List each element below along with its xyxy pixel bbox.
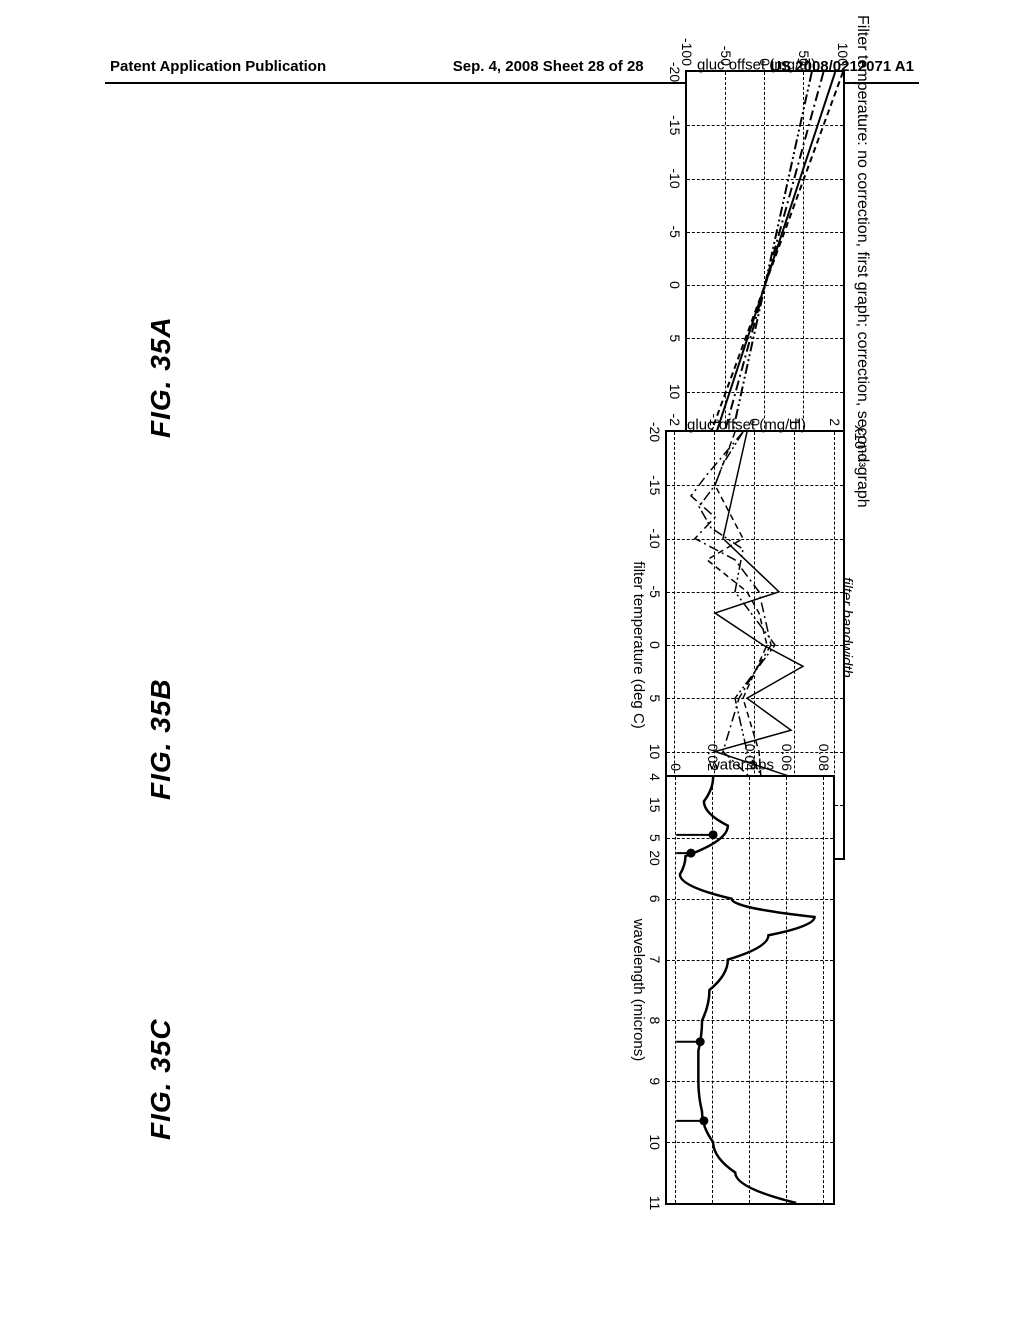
ytick: 0.08 [816, 744, 832, 771]
fig-35c-plotbox: 456789101100.020.040.060.08 [665, 775, 835, 1205]
xtick: -10 [667, 168, 683, 188]
xtick: 10 [647, 1134, 663, 1150]
header-left: Patent Application Publication [110, 58, 326, 75]
fig-35b-ylabel: gluc offset (mg/dl) [667, 417, 827, 434]
figure-area: FIG. 35A FIG. 35B FIG. 35C Filter temper… [135, 130, 895, 1230]
xtick: -15 [667, 115, 683, 135]
fig-35c-label: FIG. 35C [145, 1018, 177, 1140]
fig-35c-ylabel: water abs [682, 757, 802, 774]
ytick: 100 [835, 43, 851, 66]
xtick: 5 [647, 694, 663, 702]
xtick: -5 [667, 226, 683, 238]
xtick: 7 [647, 956, 663, 964]
fig-35b-sci: x10⁻¹³ [851, 425, 869, 467]
xtick: 11 [647, 1196, 663, 1211]
xtick: -15 [647, 475, 663, 495]
xtick: 4 [647, 773, 663, 781]
xtick: -10 [647, 528, 663, 548]
ytick: 2 [827, 418, 843, 426]
fig-35a-label: FIG. 35A [145, 316, 177, 438]
xtick: 0 [647, 641, 663, 649]
xtick: 5 [647, 834, 663, 842]
xtick: -5 [647, 586, 663, 598]
xtick: 6 [647, 895, 663, 903]
xtick: 0 [667, 281, 683, 289]
xtick: 9 [647, 1077, 663, 1085]
fig-35a-ylabel: gluc offset (mg/dl) [677, 57, 837, 74]
fig-35b-label: FIG. 35B [145, 678, 177, 800]
fig-35c-xlabel: wavelength (microns) [630, 775, 647, 1205]
xtick: 8 [647, 1017, 663, 1025]
fig-35c-chart: 456789101100.020.040.060.08 water abs wa… [475, 720, 835, 1240]
xtick: -20 [647, 422, 663, 442]
xtick: 5 [667, 334, 683, 342]
